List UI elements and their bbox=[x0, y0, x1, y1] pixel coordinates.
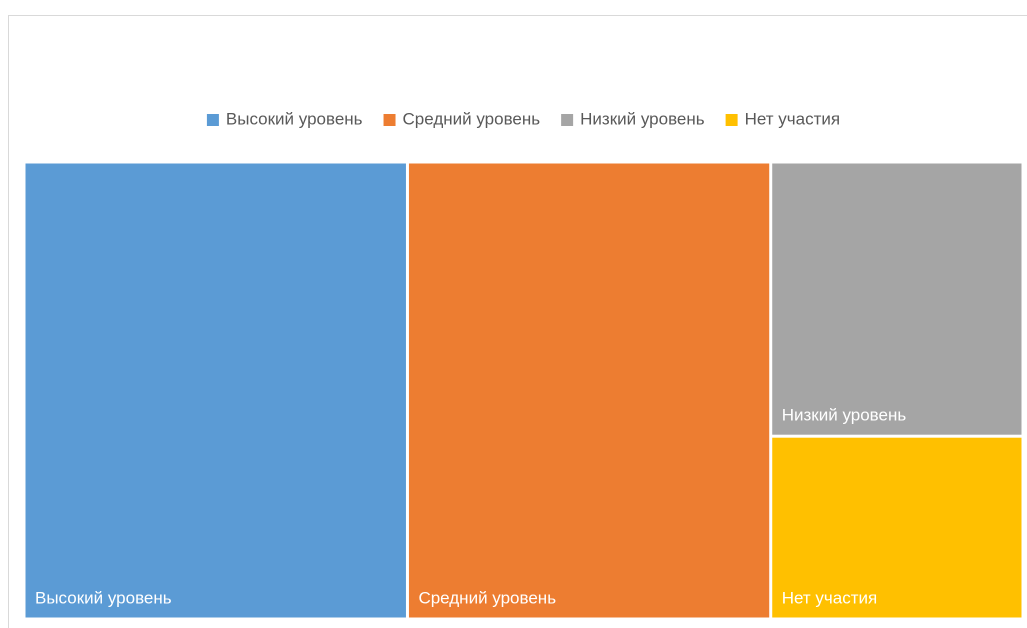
legend-label: Высокий уровень bbox=[226, 109, 363, 128]
treemap-cell bbox=[772, 163, 1022, 435]
cell-label: Средний уровень bbox=[418, 588, 556, 607]
legend-swatch bbox=[383, 114, 396, 126]
cell-label: Низкий уровень bbox=[782, 406, 907, 425]
treemap-cell bbox=[408, 163, 770, 618]
legend-label: Средний уровень bbox=[403, 109, 541, 128]
legend-label: Низкий уровень bbox=[580, 109, 705, 128]
treemap-cell bbox=[772, 437, 1022, 618]
cell-label: Высокий уровень bbox=[35, 588, 172, 607]
legend-label: Нет участия bbox=[745, 109, 840, 128]
legend-swatch bbox=[561, 114, 574, 126]
legend: Высокий уровень Средний уровень Низкий уро… bbox=[206, 109, 840, 128]
cell-label: Нет участия bbox=[782, 588, 877, 607]
treemap-cell bbox=[25, 163, 406, 618]
legend-swatch bbox=[206, 114, 219, 126]
legend-swatch bbox=[725, 114, 738, 126]
